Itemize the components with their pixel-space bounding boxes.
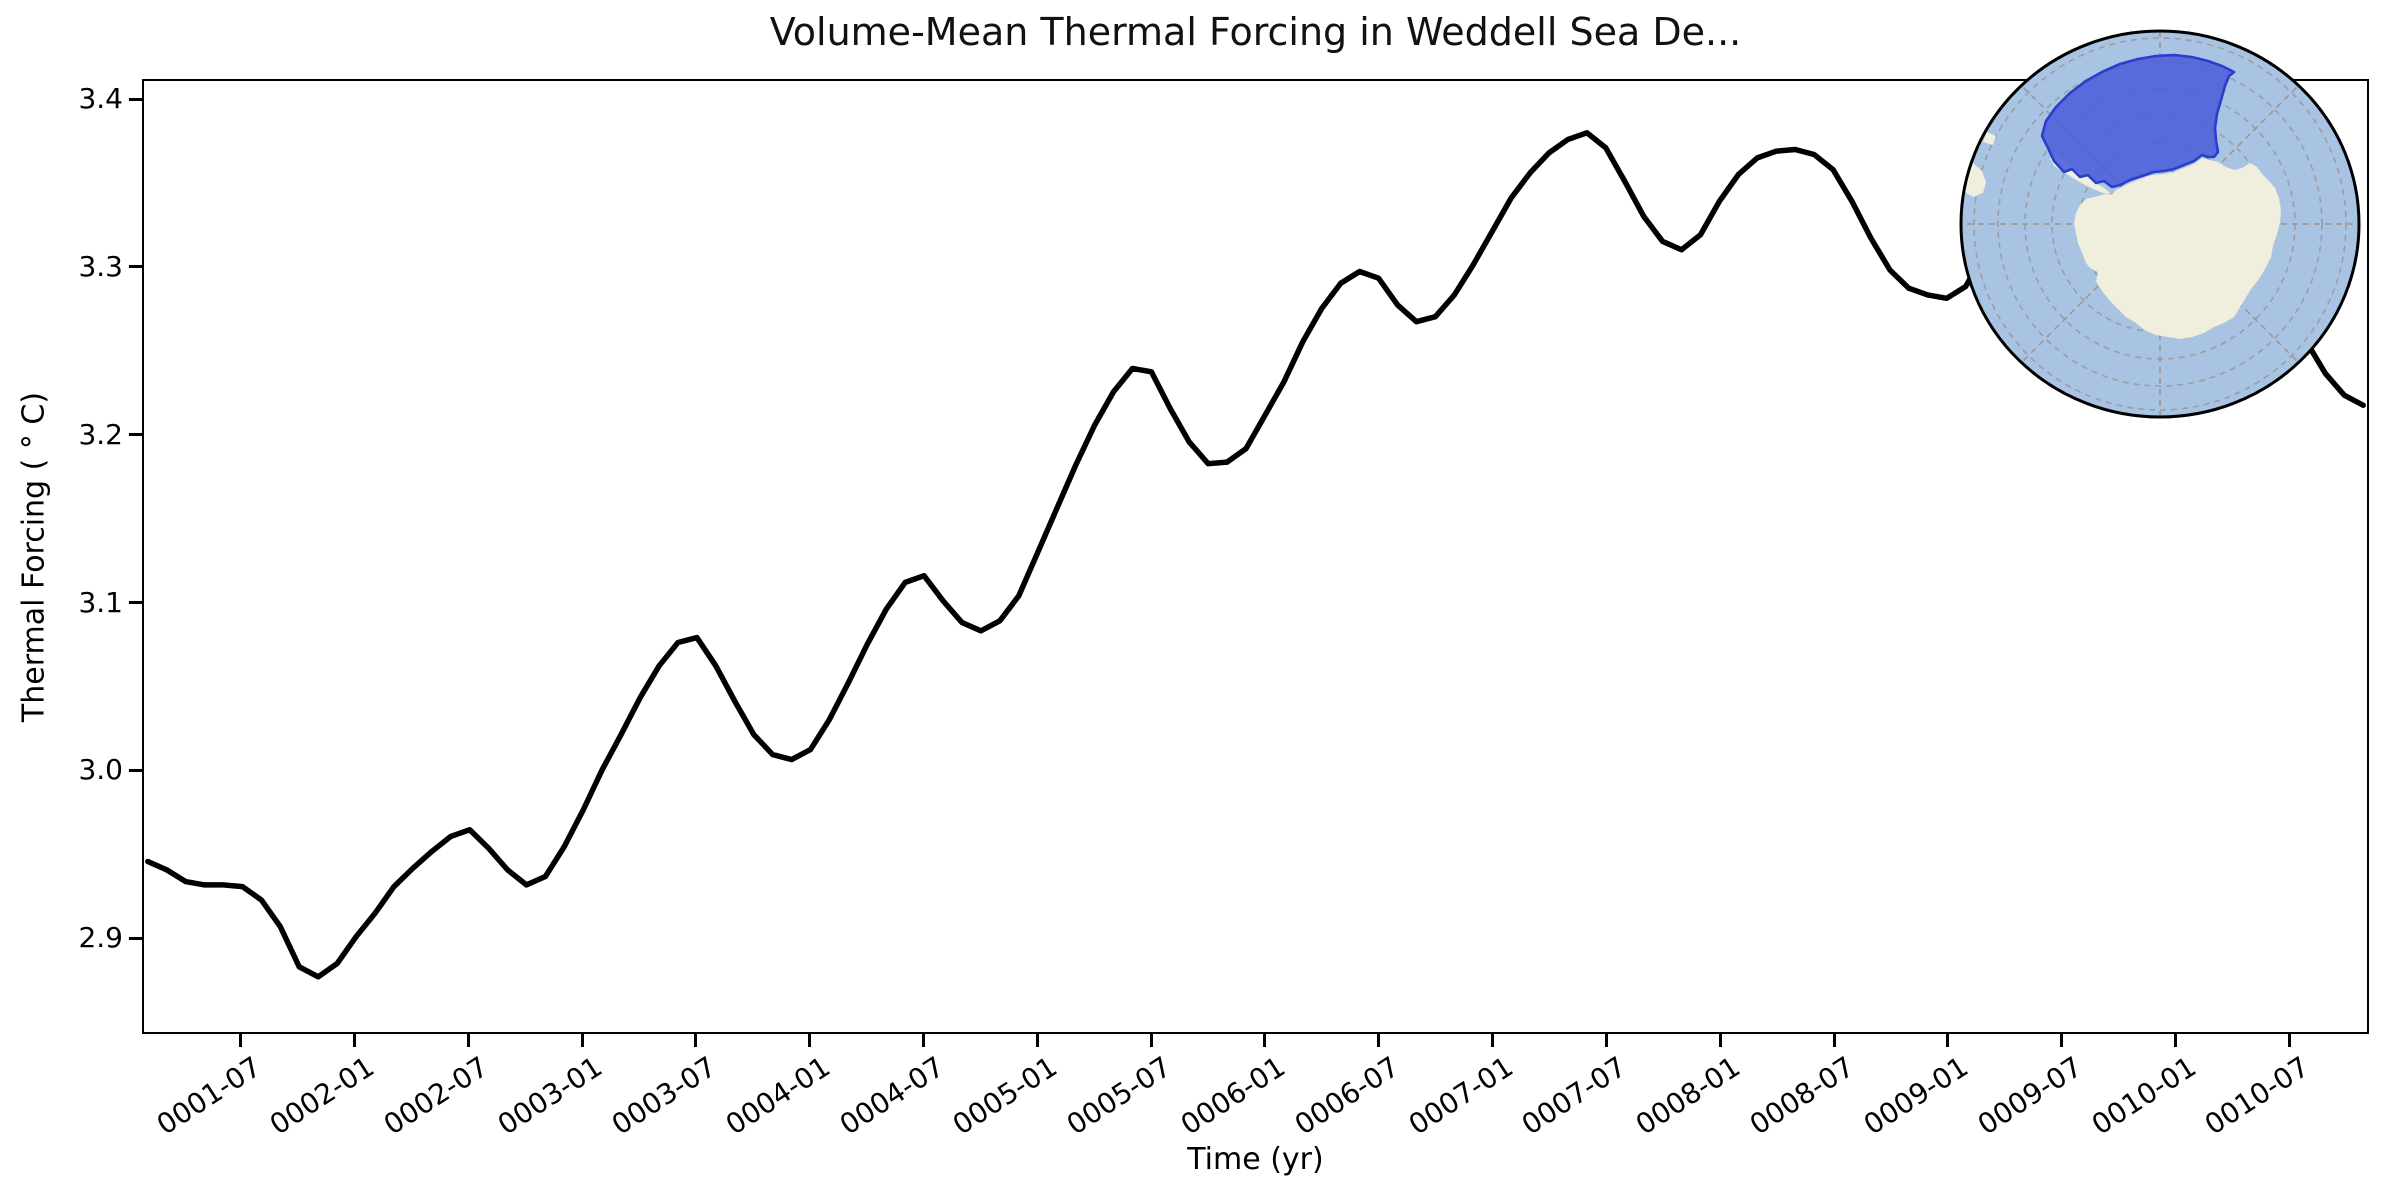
x-tick-mark — [694, 1034, 698, 1047]
x-tick-mark — [352, 1034, 356, 1047]
x-tick-label: 0006-07 — [1288, 1050, 1405, 1142]
x-tick-mark — [1149, 1034, 1153, 1047]
y-tick-mark — [129, 97, 142, 101]
x-tick-label: 0010-01 — [2085, 1050, 2202, 1142]
x-tick-label: 0003-01 — [491, 1050, 609, 1142]
x-tick-label: 0010-07 — [2199, 1050, 2316, 1142]
x-tick-label: 0004-01 — [719, 1050, 836, 1142]
y-tick-mark — [129, 433, 142, 437]
x-tick-label: 0008-07 — [1743, 1050, 1861, 1142]
map-clipped-layers — [1961, 31, 2359, 417]
x-tick-mark — [1377, 1034, 1381, 1047]
y-tick-label: 3.2 — [78, 417, 123, 451]
y-tick-label: 3.1 — [78, 585, 123, 619]
x-tick-label: 0004-07 — [833, 1050, 950, 1142]
map-island — [1983, 132, 1996, 145]
x-tick-mark — [1832, 1034, 1836, 1047]
map-graticule-circle — [1973, 37, 2347, 411]
page-title: Volume-Mean Thermal Forcing in Weddell S… — [769, 10, 1742, 54]
x-tick-mark — [2060, 1034, 2064, 1047]
x-tick-label: 0005-01 — [947, 1050, 1064, 1142]
map-antarctica-land — [2050, 155, 2281, 339]
y-tick-mark — [129, 768, 142, 772]
map-weddell-sea-region-highlight — [2040, 53, 2236, 189]
x-tick-mark — [2174, 1034, 2177, 1047]
x-tick-mark — [1946, 1034, 1950, 1047]
x-tick-label: 0008-01 — [1630, 1050, 1747, 1142]
x-tick-mark — [922, 1034, 926, 1047]
x-tick-label: 0005-07 — [1061, 1050, 1178, 1142]
y-tick-mark — [129, 936, 142, 940]
x-tick-label: 0003-07 — [605, 1050, 722, 1142]
y-tick-label: 3.4 — [78, 82, 123, 116]
x-tick-mark — [1035, 1034, 1039, 1047]
x-tick-label: 0006-01 — [1174, 1050, 1291, 1142]
y-tick-mark — [129, 265, 142, 269]
x-tick-mark — [1604, 1034, 1608, 1047]
x-tick-mark — [2287, 1034, 2291, 1047]
x-tick-mark — [1263, 1034, 1267, 1047]
x-tick-label: 0009-01 — [1857, 1050, 1974, 1142]
x-tick-label: 0007-01 — [1402, 1050, 1519, 1142]
y-tick-mark — [129, 601, 142, 605]
x-tick-mark — [580, 1034, 584, 1047]
y-tick-label: 3.3 — [78, 249, 123, 283]
y-tick-label: 2.9 — [78, 921, 123, 955]
x-tick-mark — [466, 1034, 470, 1047]
x-tick-mark — [1491, 1034, 1495, 1047]
x-tick-mark — [1718, 1034, 1722, 1047]
x-tick-label: 0009-07 — [1971, 1050, 2088, 1142]
map-globe-border — [1959, 29, 2361, 419]
x-tick-mark — [808, 1034, 812, 1047]
antarctica-map-inset — [1959, 29, 2361, 419]
x-tick-label: 0001-07 — [150, 1050, 267, 1142]
x-tick-label: 0007-07 — [1516, 1050, 1633, 1142]
x-tick-mark — [239, 1034, 243, 1047]
x-tick-label: 0002-07 — [378, 1050, 495, 1142]
y-tick-label: 3.0 — [78, 753, 123, 787]
x-tick-label: 0002-01 — [264, 1050, 381, 1142]
x-axis-label: Time (yr) — [1187, 1142, 1324, 1177]
